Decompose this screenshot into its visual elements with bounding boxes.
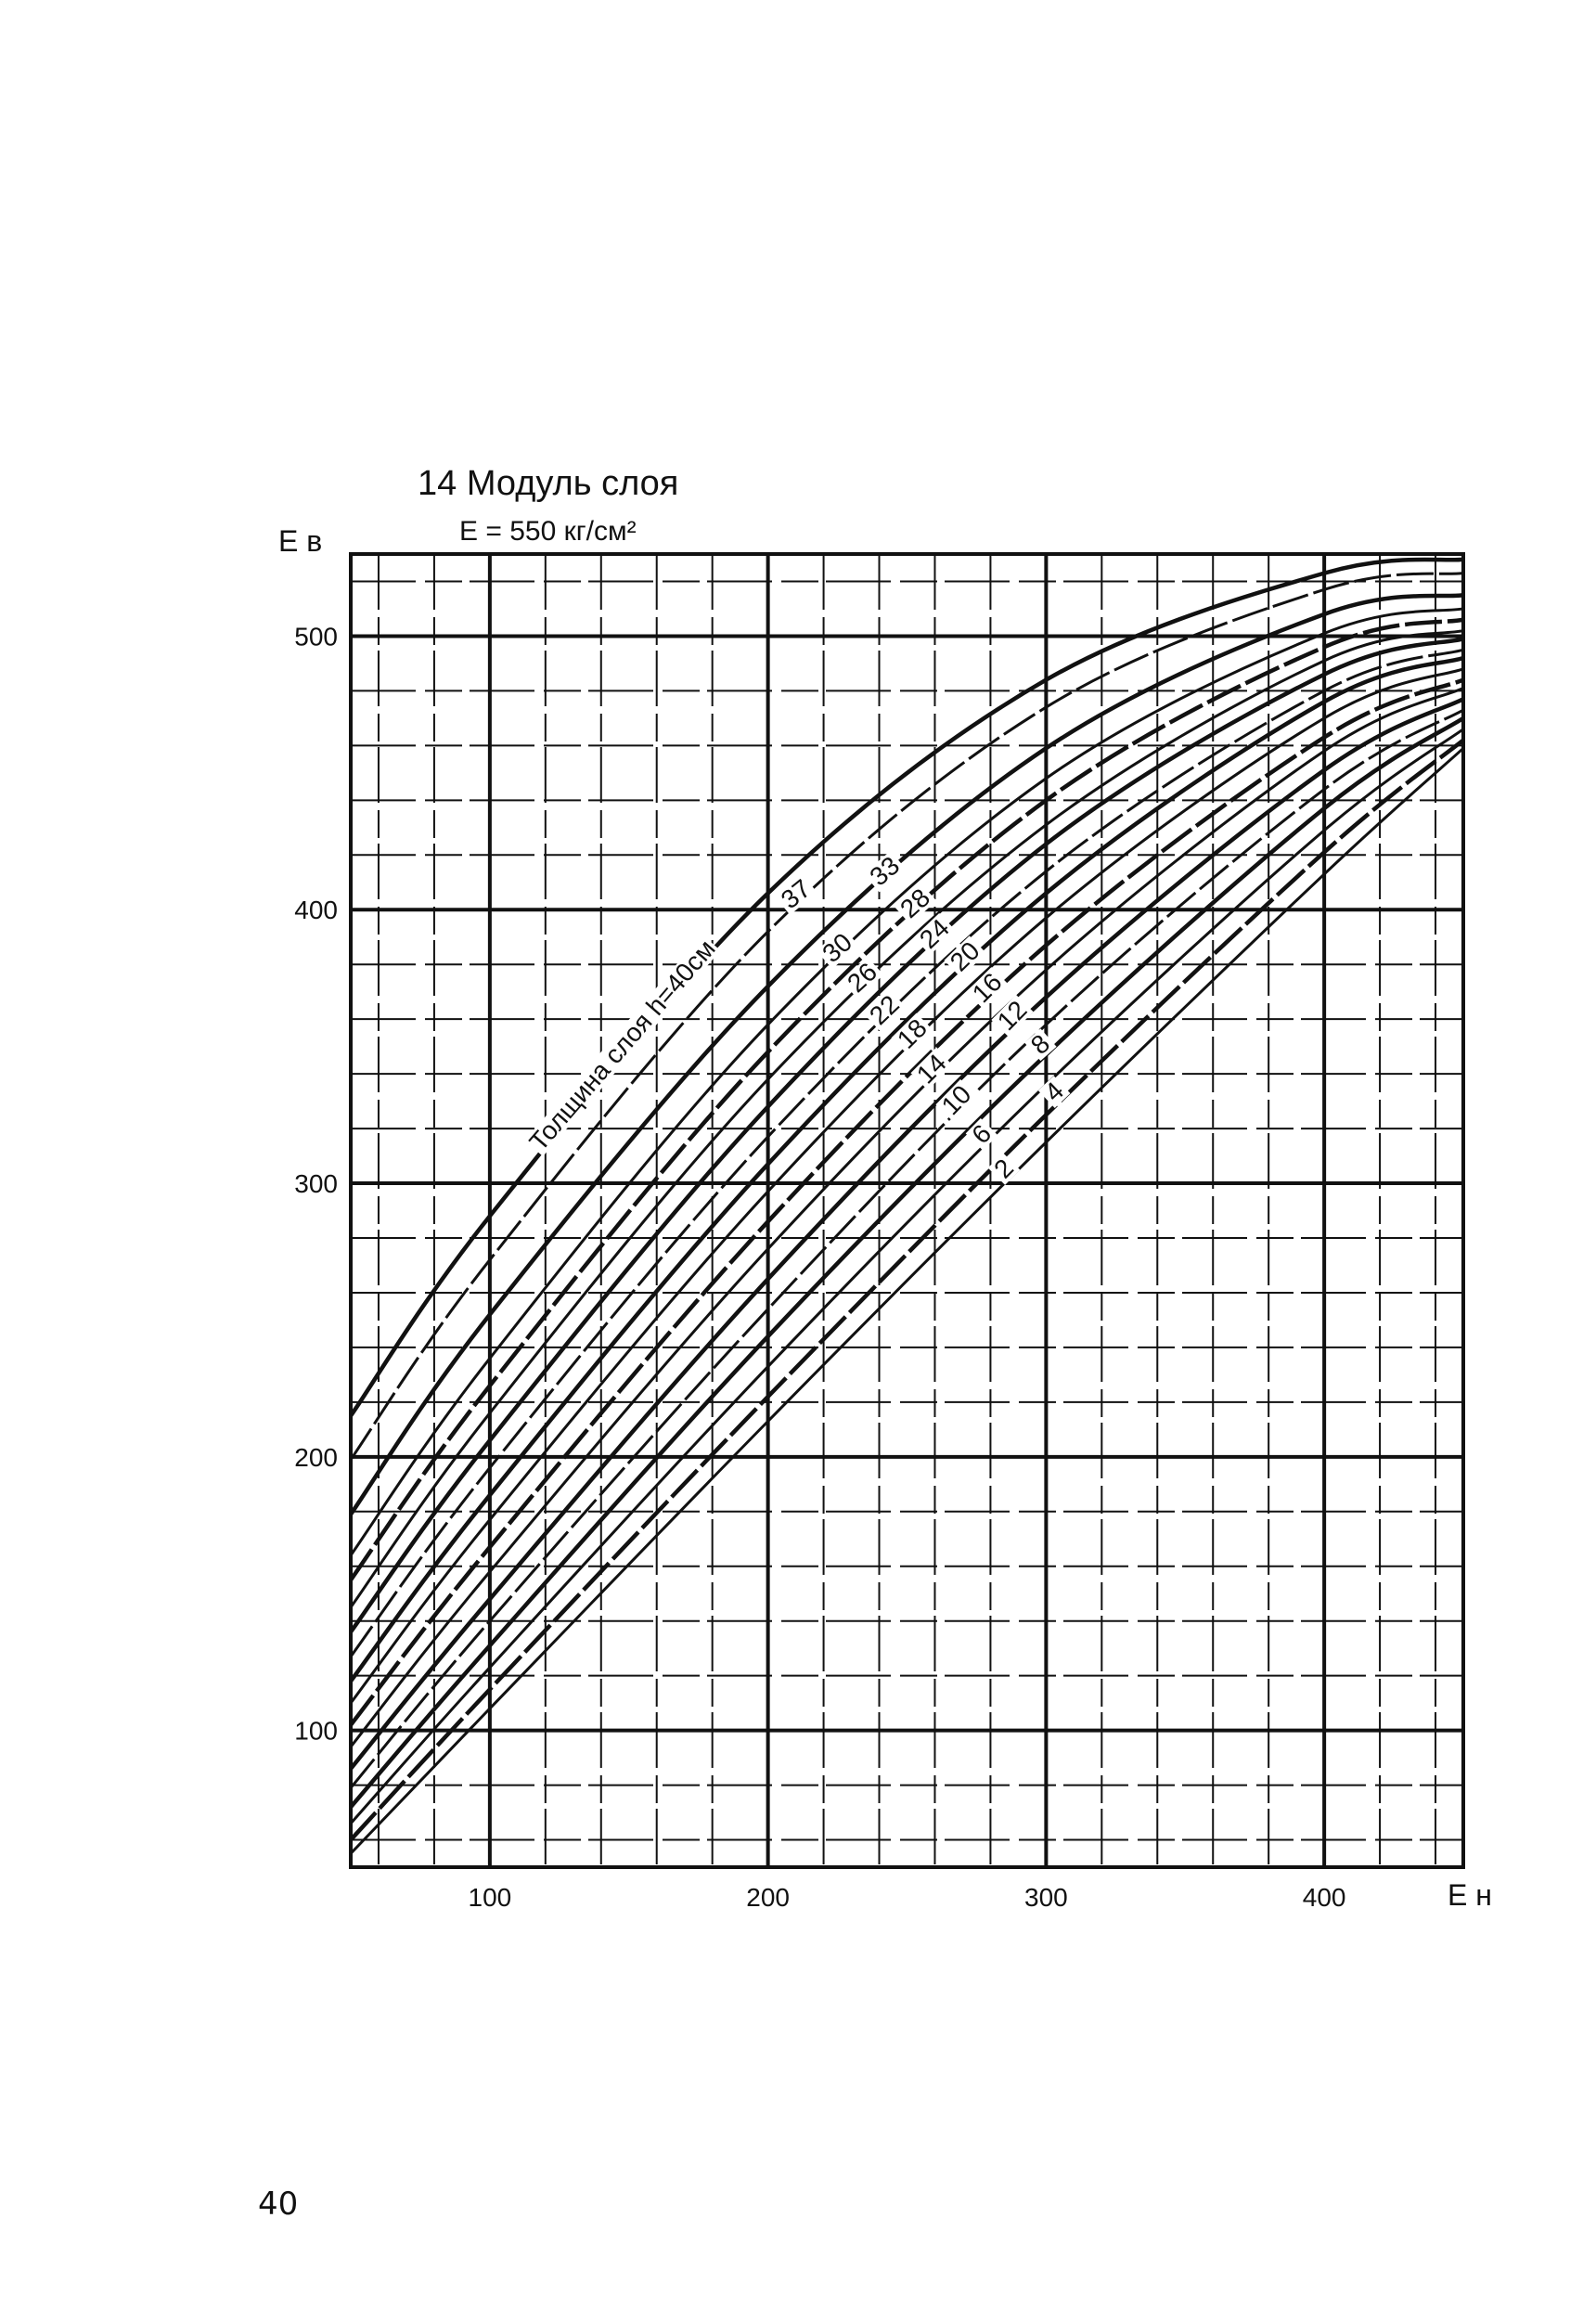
- curve-label-bg: [863, 989, 907, 1032]
- curve-h-12: [349, 697, 1465, 1771]
- y-tick-label: 100: [294, 1717, 338, 1746]
- curve-label-h-40: Толщина слоя h=40см: [523, 935, 720, 1156]
- curve-h-22: [349, 648, 1464, 1657]
- x-tick-label: 300: [1024, 1883, 1068, 1912]
- curve-h-37: [349, 572, 1464, 1461]
- curve-label-h-14: 14: [911, 1049, 952, 1090]
- curve-label-bg: [966, 967, 1009, 1010]
- x-tick-label: 100: [469, 1883, 512, 1912]
- curve-label-bg: [965, 1118, 998, 1151]
- curve-label-bg: [1024, 1028, 1057, 1062]
- curve-h-6: [349, 728, 1464, 1824]
- x-tick-label: 400: [1303, 1883, 1346, 1912]
- curve-label-h-12: 12: [992, 995, 1033, 1036]
- curve-label-bg: [944, 935, 986, 978]
- curve-label-bg: [816, 927, 859, 969]
- curve-h-30: [349, 607, 1464, 1556]
- curve-label-bg: [935, 1079, 978, 1122]
- plot-frame: [349, 552, 1465, 1869]
- curve-h-24: [349, 637, 1464, 1633]
- x-tick-label: 200: [746, 1883, 790, 1912]
- chart-title: 14 Модуль слоя: [418, 464, 679, 503]
- curve-label-bg: [1037, 1076, 1071, 1108]
- curve-label-bg: [913, 912, 957, 955]
- curve-label-h-22: 22: [864, 989, 905, 1030]
- curve-label-bg: [524, 935, 721, 1157]
- curve-label-bg: [987, 1153, 1021, 1185]
- curve-label-bg: [841, 957, 884, 999]
- curve-label-bg: [894, 883, 937, 925]
- curve-label-bg: [774, 873, 817, 915]
- curve-label-h-26: 26: [842, 957, 882, 998]
- curve-h-4: [349, 738, 1465, 1842]
- curve-h-18: [349, 667, 1464, 1705]
- curve-h-28: [349, 617, 1464, 1581]
- page-number: 40: [258, 2186, 299, 2223]
- curve-label-h-16: 16: [967, 967, 1008, 1008]
- curve-label-bg: [891, 1012, 933, 1055]
- y-tick-label: 200: [294, 1443, 338, 1472]
- curve-h-33: [349, 592, 1464, 1516]
- curves: [349, 557, 1465, 1855]
- curve-h-20: [349, 655, 1464, 1683]
- y-tick-label: 400: [294, 896, 338, 924]
- y-tick-label: 500: [294, 622, 338, 651]
- curve-h-10: [349, 708, 1464, 1789]
- curve-h-14: [349, 687, 1464, 1748]
- curve-h-8: [349, 716, 1465, 1809]
- curve-label-h-10: 10: [936, 1079, 977, 1120]
- x-axis-label: Е н: [1448, 1878, 1492, 1912]
- chart-subtitle: E = 550 кг/см²: [459, 516, 637, 547]
- curve-label-bg: [991, 994, 1034, 1038]
- curve-h-2: [349, 747, 1465, 1855]
- curve-label-bg: [910, 1048, 953, 1090]
- y-tick-label: 300: [294, 1169, 338, 1198]
- y-axis-label: Е в: [278, 524, 323, 558]
- curve-label-bg: [863, 850, 907, 893]
- curve-h-16: [349, 677, 1464, 1727]
- grid: [351, 554, 1463, 1867]
- curve-h-40: [349, 557, 1464, 1417]
- curve-label-h-20: 20: [945, 936, 985, 977]
- tick-labels: 100 200 300 400 100 200 300 400 500: [294, 622, 1345, 1912]
- curve-label-h-24: 24: [914, 913, 955, 954]
